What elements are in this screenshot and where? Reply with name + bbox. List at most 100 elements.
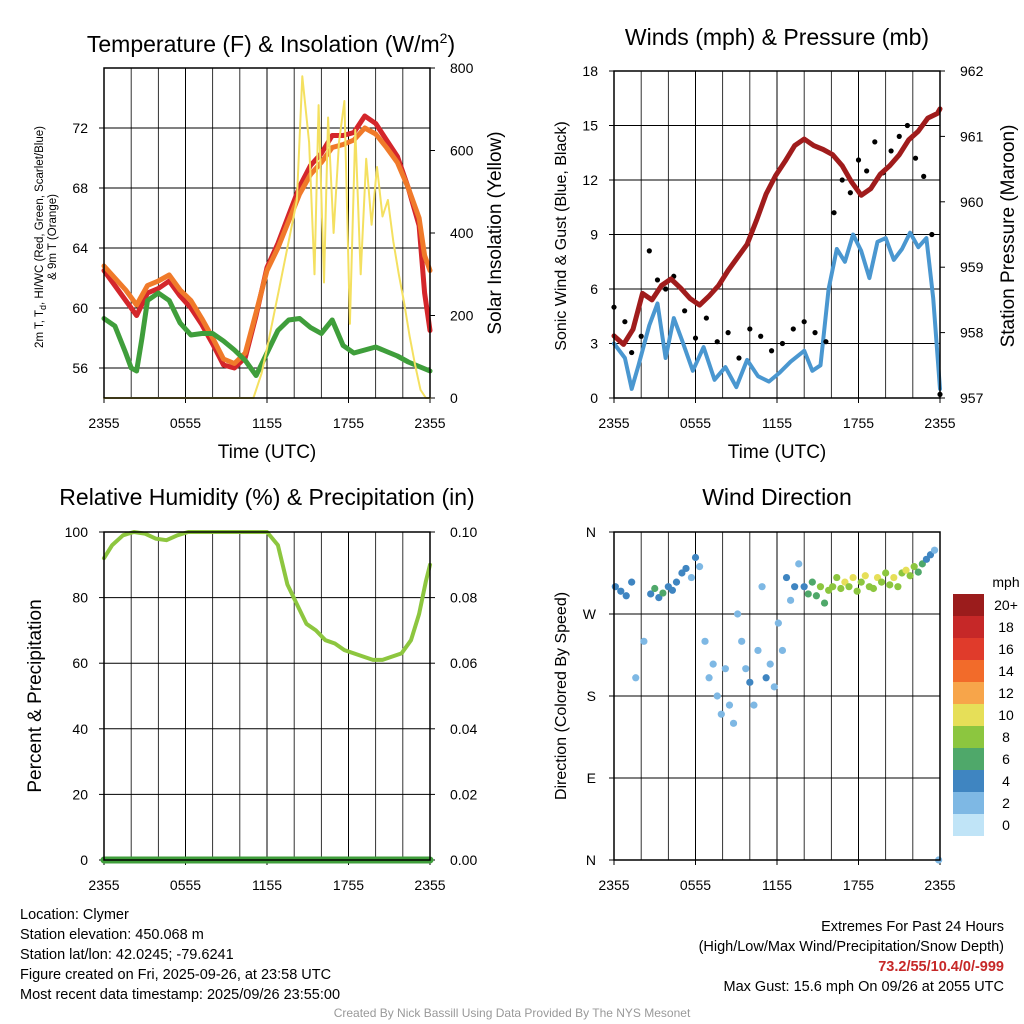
- y-tick-label: N: [586, 852, 596, 868]
- legend-swatch: [953, 638, 984, 660]
- recent-data-text: Most recent data timestamp: 2025/09/26 2…: [20, 987, 341, 1003]
- gust-point: [912, 155, 919, 161]
- gust-point: [839, 177, 845, 183]
- y2-tick-label: 600: [450, 143, 474, 159]
- direction-point: [695, 563, 704, 571]
- gust-point: [646, 248, 652, 254]
- y-tick-label: 60: [72, 655, 88, 671]
- direction-point: [791, 583, 799, 591]
- elevation-text: Station elevation: 450.068 m: [20, 927, 204, 943]
- gust-point: [682, 308, 688, 314]
- y2-tick-label: 0.06: [450, 655, 477, 671]
- gust-point: [812, 330, 818, 336]
- extremes-values: 73.2/55/10.4/0/-999: [878, 959, 1004, 975]
- x-tick-label: 0555: [170, 877, 201, 893]
- x-tick-label: 2355: [88, 415, 119, 431]
- legend-label: 0: [1002, 817, 1010, 833]
- y2-axis-label: Station Pressure (Maroon): [998, 125, 1019, 348]
- x-tick-label: 1755: [333, 415, 364, 431]
- direction-point: [750, 701, 758, 709]
- gust-point: [663, 286, 669, 292]
- direction-point: [682, 564, 690, 573]
- direction-point: [820, 599, 829, 607]
- legend-swatch: [953, 616, 984, 638]
- plot-border: [613, 531, 941, 861]
- panel-2: 2355 0555 1155 1755 235503691215189579589599…: [553, 24, 1019, 463]
- x-axis-label: Time (UTC): [728, 442, 827, 463]
- gust-point: [638, 333, 644, 339]
- direction-point: [766, 660, 774, 668]
- y-tick-label: 12: [582, 172, 598, 188]
- y2-tick-label: 0: [450, 390, 458, 406]
- gust-point: [904, 122, 911, 129]
- y2-tick-label: 0.08: [450, 590, 477, 606]
- direction-point: [849, 573, 857, 582]
- direction-point: [877, 578, 886, 586]
- latlon-text: Station lat/lon: 42.0245; -79.6241: [20, 947, 234, 963]
- y-tick-label: 6: [590, 281, 598, 297]
- direction-point: [762, 674, 770, 682]
- y-axis-label: Percent & Precipitation: [25, 599, 46, 792]
- y-axis-label: 2m T, Td, HI/WC (Red, Green, Scarlet/Blu…: [34, 126, 48, 348]
- direction-point: [687, 573, 696, 582]
- direction-point: [786, 596, 795, 604]
- chart-title: Temperature (F) & Insolation (W/m2): [87, 30, 455, 57]
- gust-point: [622, 319, 628, 325]
- y2-tick-label: 962: [960, 63, 984, 79]
- direction-point: [746, 678, 754, 686]
- location-text: Location: Clymer: [20, 907, 129, 923]
- direction-point: [659, 589, 667, 597]
- gust-point: [896, 133, 902, 139]
- gust-point: [790, 326, 796, 332]
- legend-swatch: [953, 682, 984, 704]
- x-tick-label: 1155: [252, 415, 282, 431]
- credit-text: Created By Nick Bassill Using Data Provi…: [333, 1006, 691, 1020]
- y-tick-label: 18: [582, 63, 598, 79]
- x-tick-label: 0555: [170, 415, 201, 431]
- y-tick-label: 20: [72, 786, 88, 802]
- y2-tick-label: 200: [450, 308, 474, 324]
- series-line-pressure: [611, 106, 943, 347]
- x-tick-label: 1155: [762, 415, 792, 431]
- direction-point: [906, 572, 914, 580]
- legend-swatch: [953, 748, 984, 770]
- y-tick-label: 80: [72, 590, 88, 606]
- direction-point: [882, 569, 890, 577]
- y2-tick-label: 800: [450, 60, 474, 76]
- direction-point: [705, 674, 713, 682]
- created-text: Figure created on Fri, 2025-09-26, at 23…: [20, 967, 332, 983]
- y-tick-label: 0: [590, 390, 598, 406]
- extremes-subtitle: (High/Low/Max Wind/Precipitation/Snow De…: [698, 939, 1004, 955]
- direction-point: [738, 637, 746, 645]
- y2-tick-label: 957: [960, 390, 984, 406]
- direction-point: [617, 587, 625, 595]
- direction-point: [717, 710, 725, 718]
- gust-point: [864, 168, 870, 174]
- gust-point: [779, 340, 786, 347]
- panel-3: 2355 0555 1155 1755 23550204060801000.000.02…: [25, 484, 477, 893]
- direction-point: [778, 646, 787, 655]
- gust-point: [872, 139, 878, 145]
- legend-swatch: [953, 704, 984, 726]
- direction-point: [691, 553, 700, 562]
- legend-label: 12: [998, 685, 1014, 701]
- direction-point: [668, 586, 677, 594]
- direction-point: [857, 578, 865, 586]
- x-tick-label: 1755: [843, 877, 874, 893]
- legend-label: 16: [998, 641, 1014, 657]
- direction-point: [632, 674, 640, 682]
- x-tick-label: 2355: [414, 415, 445, 431]
- gust-point: [692, 335, 699, 341]
- legend-label: 14: [998, 663, 1014, 679]
- series-line-wind: [612, 230, 942, 391]
- direction-point: [713, 692, 721, 700]
- direction-point: [829, 583, 837, 591]
- direction-point: [628, 578, 636, 586]
- chart-title: Relative Humidity (%) & Precipitation (i…: [59, 484, 474, 510]
- y-tick-label: 40: [72, 721, 88, 737]
- gust-point: [768, 348, 775, 354]
- direction-point: [742, 665, 750, 673]
- y2-tick-label: 960: [960, 194, 984, 210]
- legend-title: mph: [992, 574, 1019, 590]
- x-tick-label: 0555: [680, 877, 711, 893]
